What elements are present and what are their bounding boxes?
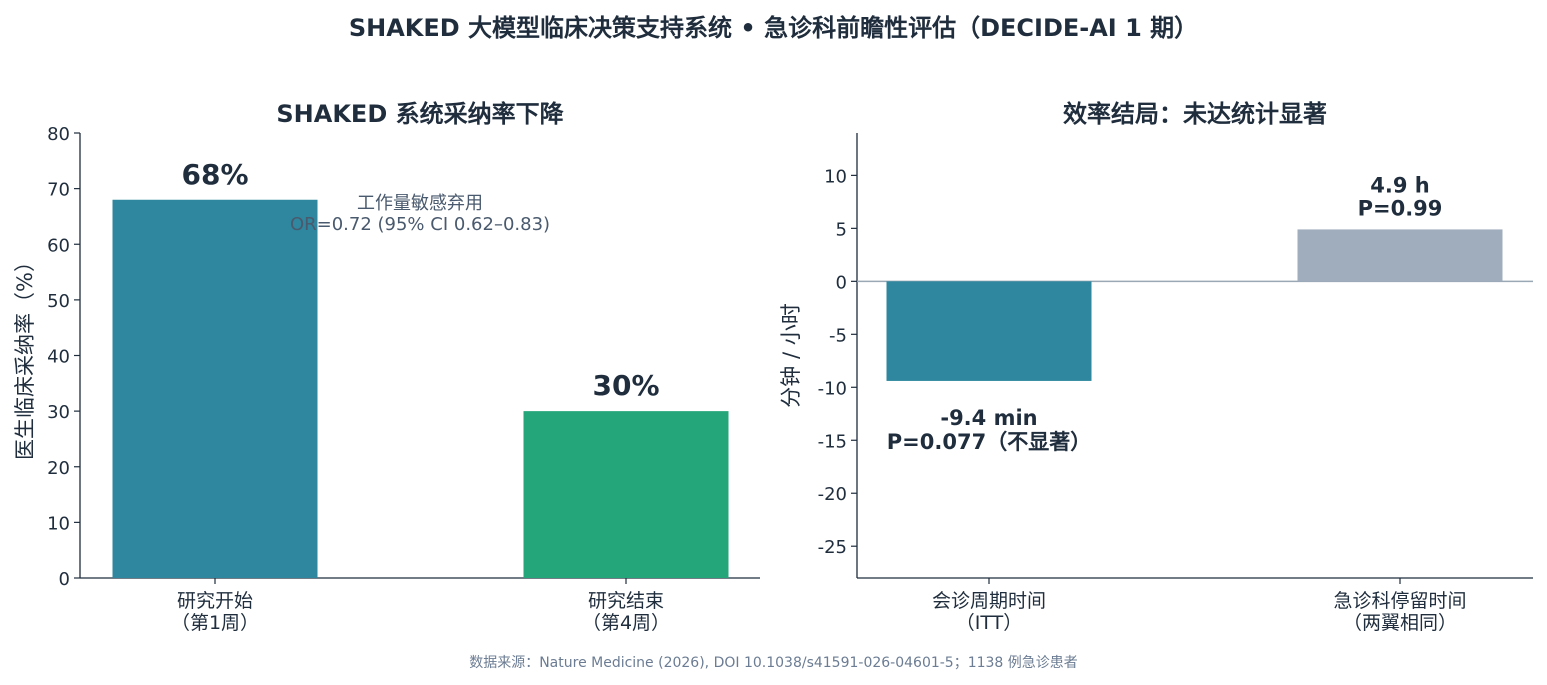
x-tick-label-line: 研究结束 [588, 590, 664, 612]
y-tick-label: -15 [818, 431, 847, 452]
y-tick-label: -20 [818, 484, 847, 505]
annotation-line: OR=0.72 (95% CI 0.62–0.83) [290, 214, 550, 235]
data-label-line: -9.4 min [940, 406, 1037, 430]
data-label: 4.9 hP=0.99 [1358, 173, 1443, 220]
y-tick-label: 40 [47, 347, 70, 368]
x-tick-label-line: 研究开始 [177, 590, 253, 612]
figure-title: SHAKED 大模型临床决策支持系统 • 急诊科前瞻性评估（DECIDE-AI … [348, 14, 1199, 42]
y-tick-label: -25 [818, 537, 847, 558]
y-axis-label: 医生临床采纳率（%） [13, 251, 37, 460]
x-tick-label: 研究开始（第1周） [171, 590, 259, 634]
bar [886, 281, 1092, 381]
y-tick-label: 30 [47, 402, 70, 423]
y-tick-label: -5 [829, 325, 847, 346]
chart-title: SHAKED 系统采纳率下降 [276, 100, 564, 128]
y-tick-label: 70 [47, 180, 70, 201]
y-axis-label: 分钟 / 小时 [779, 303, 803, 407]
bar [523, 411, 729, 578]
y-tick-label: 20 [47, 458, 70, 479]
data-label: 30% [592, 369, 659, 402]
data-source-note: 数据来源：Nature Medicine (2026), DOI 10.1038… [469, 655, 1078, 671]
data-label-line: 4.9 h [1370, 173, 1429, 197]
bar [1297, 229, 1503, 282]
chart-title: 效率结局：未达统计显著 [1063, 100, 1327, 128]
x-tick-label: 会诊周期时间（ITT） [932, 590, 1046, 634]
y-tick-label: 80 [47, 124, 70, 145]
y-tick-label: 0 [836, 272, 847, 293]
x-tick-label-line: （第4周） [582, 612, 670, 634]
x-tick-label-line: （两翼相同） [1343, 612, 1457, 634]
data-label-line: P=0.077（不显著） [887, 430, 1091, 454]
data-label-line: P=0.99 [1358, 196, 1443, 220]
annotation-line: 工作量敏感弃用 [357, 193, 483, 214]
x-tick-label-line: 会诊周期时间 [932, 590, 1046, 612]
y-tick-label: -10 [818, 378, 847, 399]
x-tick-label-line: （ITT） [956, 612, 1022, 634]
x-tick-label-line: （第1周） [171, 612, 259, 634]
x-tick-label-line: 急诊科停留时间 [1333, 590, 1466, 612]
y-tick-label: 10 [824, 166, 847, 187]
bar [112, 199, 318, 578]
y-tick-label: 0 [59, 569, 70, 590]
y-tick-label: 5 [836, 219, 847, 240]
x-tick-label: 急诊科停留时间（两翼相同） [1333, 590, 1466, 634]
x-tick-label: 研究结束（第4周） [582, 590, 670, 634]
y-tick-label: 10 [47, 513, 70, 534]
y-tick-label: 60 [47, 235, 70, 256]
y-tick-label: 50 [47, 291, 70, 312]
data-label: 68% [181, 158, 248, 191]
